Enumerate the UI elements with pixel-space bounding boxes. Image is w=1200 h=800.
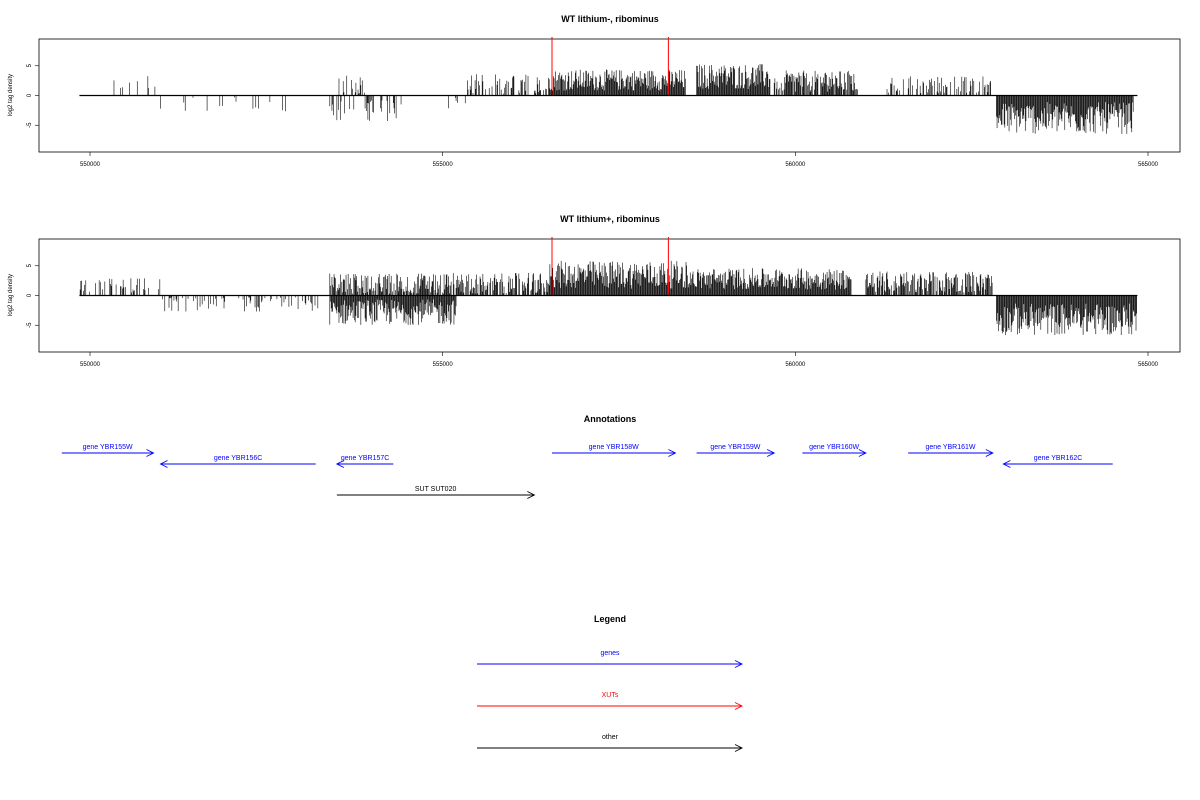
axis-ticks: 550000 555000 560000 565000 5 0 -5 xyxy=(27,63,1159,168)
arrowhead xyxy=(146,449,155,457)
arrowhead xyxy=(1002,460,1011,468)
feature-gene-ybr160w: gene YBR160W xyxy=(802,444,867,457)
feature-gene-ybr156c: gene YBR156C xyxy=(159,455,316,468)
y-tick-label: 0 xyxy=(27,293,33,297)
y-axis-label: log2 tag density xyxy=(8,74,14,116)
feature-gene-ybr162c: gene YBR162C xyxy=(1002,455,1113,468)
feature-label: gene YBR158W xyxy=(589,444,639,451)
y-axis-label: log2 tag density xyxy=(8,274,14,316)
density-bars xyxy=(113,64,1134,135)
panel-title: WT lithium-, ribominus xyxy=(561,14,659,24)
feature-gene-ybr158w: gene YBR158W xyxy=(551,444,677,457)
y-tick-label: -5 xyxy=(27,322,33,328)
y-tick-label: 0 xyxy=(27,93,33,97)
feature-label: gene YBR156C xyxy=(214,455,263,462)
xut-markers xyxy=(551,37,669,95)
annotations-title: Annotations xyxy=(584,414,637,424)
legend-label: genes xyxy=(600,650,620,657)
legend-label: other xyxy=(602,734,619,741)
panel-lithium-plus: WT lithium+, ribominus log2 tag density … xyxy=(8,214,1181,368)
legend-item-other: other xyxy=(477,734,744,752)
legend-title: Legend xyxy=(594,614,626,624)
legend-item-xuts: XUTs xyxy=(477,692,744,710)
legend-items: genes XUTs other xyxy=(477,650,744,752)
feature-gene-ybr157c: gene YBR157C xyxy=(335,455,394,468)
arrowhead xyxy=(159,460,168,468)
y-tick-label: -5 xyxy=(27,122,33,128)
feature-label: gene YBR157C xyxy=(341,455,390,462)
arrowhead xyxy=(668,449,677,457)
y-tick-label: 5 xyxy=(27,63,33,67)
legend-panel: Legend genes XUTs other xyxy=(477,614,744,752)
legend-label: XUTs xyxy=(602,692,619,699)
arrowhead xyxy=(335,460,345,468)
x-tick-label: 565000 xyxy=(1138,362,1159,368)
feature-gene-ybr161w: gene YBR161W xyxy=(908,444,994,457)
arrowhead xyxy=(766,449,776,457)
x-tick-label: 550000 xyxy=(80,162,101,168)
arrowhead xyxy=(985,449,994,457)
feature-label: gene YBR161W xyxy=(925,444,975,451)
panel-title: WT lithium+, ribominus xyxy=(560,214,660,224)
feature-label: gene YBR160W xyxy=(809,444,859,451)
arrowhead xyxy=(858,449,867,457)
x-tick-label: 555000 xyxy=(433,162,454,168)
x-tick-label: 550000 xyxy=(80,362,101,368)
feature-label: gene YBR162C xyxy=(1034,455,1083,462)
feature-tracks: gene YBR155W gene YBR156C gene YBR157C SUT … xyxy=(61,444,1113,499)
arrowhead xyxy=(527,491,536,499)
arrowhead xyxy=(734,660,744,668)
density-bars xyxy=(79,260,1138,336)
feature-gene-ybr155w: gene YBR155W xyxy=(61,444,155,457)
arrowhead xyxy=(734,744,744,752)
feature-label: gene YBR159W xyxy=(710,444,760,451)
x-tick-label: 560000 xyxy=(785,362,806,368)
legend-item-genes: genes xyxy=(477,650,744,668)
feature-label: gene YBR155W xyxy=(83,444,133,451)
x-tick-label: 565000 xyxy=(1138,162,1159,168)
x-tick-label: 560000 xyxy=(785,162,806,168)
feature-label: SUT SUT020 xyxy=(415,486,457,493)
y-tick-label: 5 xyxy=(27,263,33,267)
panel-lithium-minus: WT lithium-, ribominus log2 tag density … xyxy=(8,14,1181,168)
feature-sut-sut020: SUT SUT020 xyxy=(336,486,536,499)
xut-markers xyxy=(551,237,669,295)
x-tick-label: 555000 xyxy=(433,362,454,368)
axis-ticks: 550000 555000 560000 565000 5 0 -5 xyxy=(27,263,1159,368)
feature-gene-ybr159w: gene YBR159W xyxy=(696,444,776,457)
arrowhead xyxy=(734,702,744,710)
